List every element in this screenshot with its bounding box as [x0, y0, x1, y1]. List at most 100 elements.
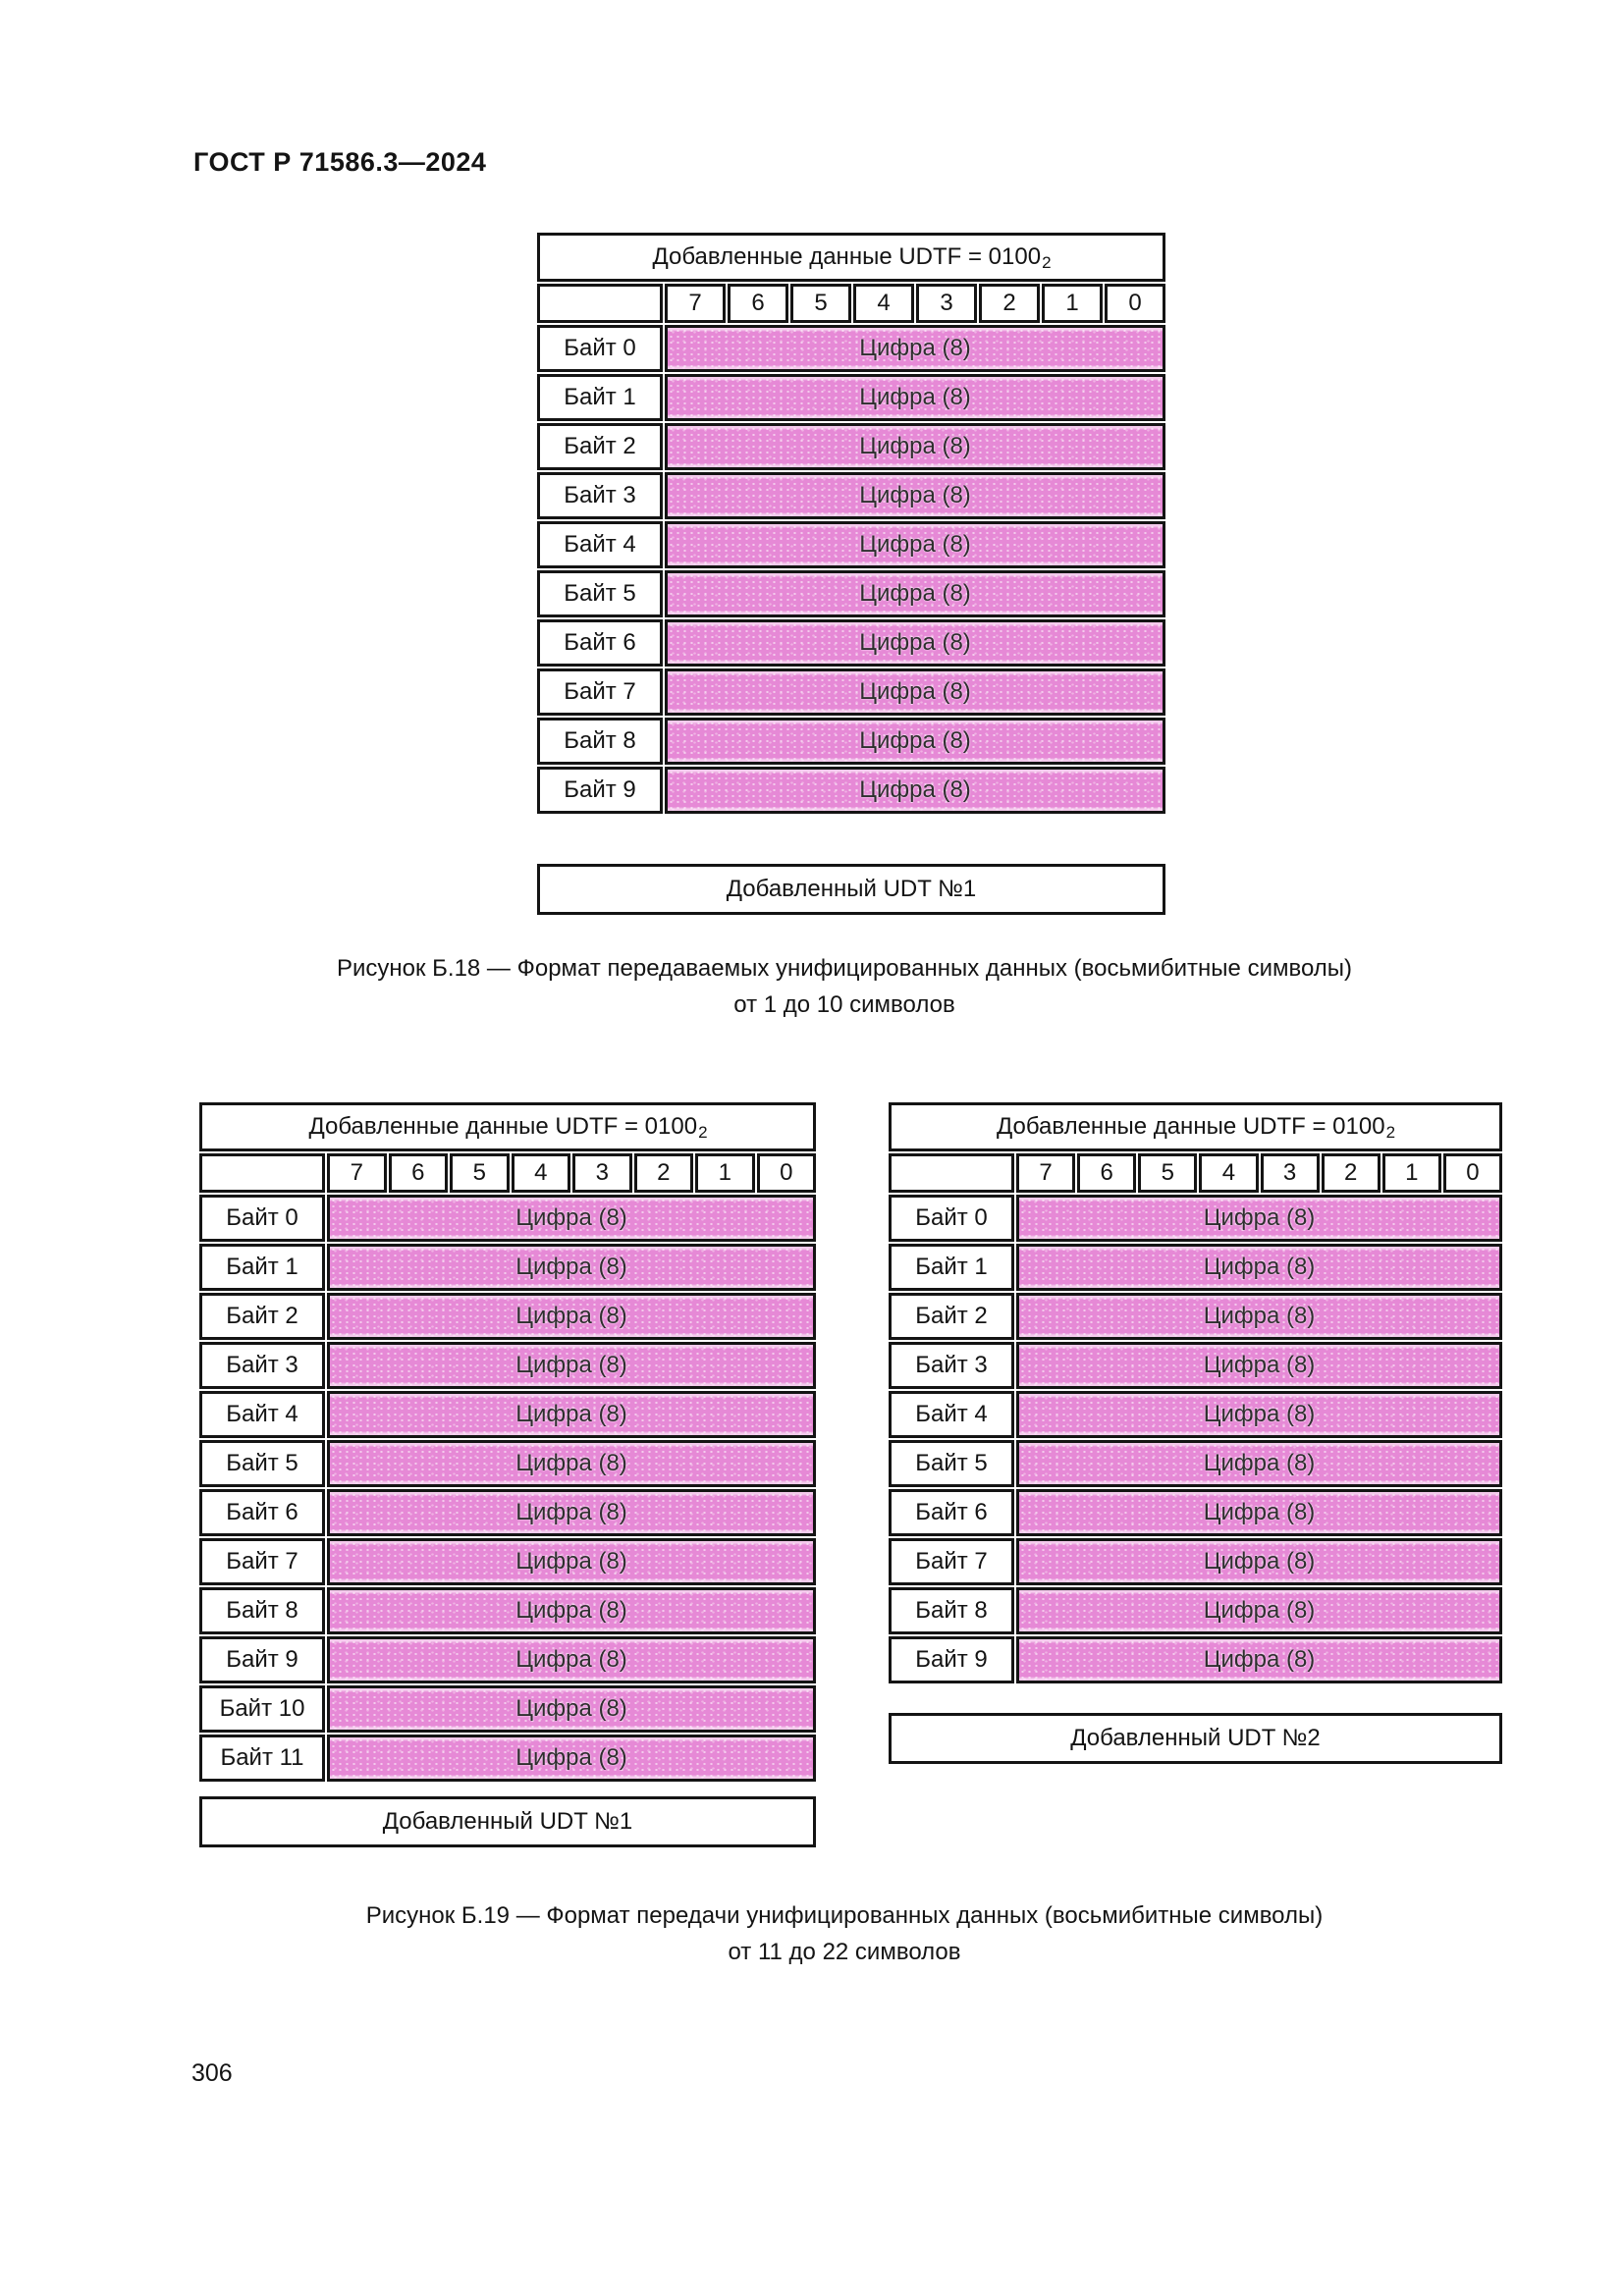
- digit-cell: Цифра (8): [327, 1636, 816, 1683]
- table-title: Добавленные данные UDTF = 0100 2: [537, 233, 1165, 282]
- document-header: ГОСТ Р 71586.3—2024: [193, 147, 487, 177]
- bit-4: 4: [511, 1153, 570, 1193]
- figure-b19-caption: Рисунок Б.19 — Формат передачи унифициро…: [65, 1897, 1624, 1970]
- bits-spacer: [889, 1153, 1014, 1193]
- bit-5: 5: [450, 1153, 510, 1193]
- byte-label: Байт 6: [889, 1489, 1014, 1536]
- byte-label: Байт 8: [537, 718, 663, 765]
- digit-cell: Цифра (8): [665, 570, 1165, 617]
- bit-header-row: 7 6 5 4 3 2 1 0: [537, 284, 1165, 323]
- byte-label: Байт 3: [537, 472, 663, 519]
- table-row: Байт 8 Цифра (8): [537, 718, 1165, 765]
- digit-cell: Цифра (8): [1016, 1489, 1502, 1536]
- byte-label: Байт 10: [199, 1685, 325, 1733]
- bit-1: 1: [1381, 1153, 1441, 1193]
- bit-6: 6: [728, 284, 788, 323]
- digit-cell: Цифра (8): [665, 423, 1165, 470]
- byte-label: Байт 9: [889, 1636, 1014, 1683]
- table-title-text: Добавленные данные UDTF = 0100: [308, 1113, 698, 1140]
- figure-b18-caption: Рисунок Б.18 — Формат передаваемых унифи…: [65, 950, 1624, 1023]
- table-row: Байт 7 Цифра (8): [537, 668, 1165, 716]
- digit-cell: Цифра (8): [665, 374, 1165, 421]
- caption-line-2: от 1 до 10 символов: [733, 991, 955, 1018]
- byte-label: Байт 3: [199, 1342, 325, 1389]
- table-title-subscript: 2: [1042, 253, 1052, 272]
- byte-label: Байт 5: [889, 1440, 1014, 1487]
- digit-cell: Цифра (8): [327, 1440, 816, 1487]
- byte-label: Байт 0: [199, 1195, 325, 1242]
- byte-label: Байт 0: [889, 1195, 1014, 1242]
- table-row: Байт 9 Цифра (8): [537, 767, 1165, 814]
- table-title: Добавленные данные UDTF = 0100 2: [889, 1102, 1502, 1151]
- bit-0: 0: [756, 1153, 816, 1193]
- bit-0: 0: [1442, 1153, 1502, 1193]
- table-row: Байт 0 Цифра (8): [537, 325, 1165, 372]
- bit-5: 5: [1138, 1153, 1198, 1193]
- digit-cell: Цифра (8): [665, 472, 1165, 519]
- table-row: Байт 1 Цифра (8): [537, 374, 1165, 421]
- digit-cell: Цифра (8): [1016, 1342, 1502, 1389]
- bit-4: 4: [853, 284, 914, 323]
- byte-label: Байт 1: [889, 1244, 1014, 1291]
- digit-cell: Цифра (8): [1016, 1636, 1502, 1683]
- digit-cell: Цифра (8): [665, 718, 1165, 765]
- table-row: Байт 4 Цифра (8): [537, 521, 1165, 568]
- udt-box-figure19-left: Добавленный UDT №1: [199, 1796, 816, 1847]
- byte-label: Байт 2: [537, 423, 663, 470]
- bit-4: 4: [1199, 1153, 1259, 1193]
- byte-label: Байт 7: [537, 668, 663, 716]
- table-row: Байт 2 Цифра (8): [537, 423, 1165, 470]
- byte-label: Байт 6: [537, 619, 663, 667]
- udt-box-figure18: Добавленный UDT №1: [537, 864, 1165, 915]
- table-row: Байт 8 Цифра (8): [199, 1587, 816, 1634]
- digit-cell: Цифра (8): [1016, 1244, 1502, 1291]
- table-row: Байт 1 Цифра (8): [199, 1244, 816, 1291]
- table-title-text: Добавленные данные UDTF = 0100: [652, 243, 1042, 270]
- bit-3: 3: [1260, 1153, 1320, 1193]
- digit-cell: Цифра (8): [327, 1391, 816, 1438]
- bit-6: 6: [388, 1153, 448, 1193]
- bit-5: 5: [790, 284, 851, 323]
- byte-label: Байт 1: [537, 374, 663, 421]
- digit-cell: Цифра (8): [327, 1685, 816, 1733]
- byte-label: Байт 4: [889, 1391, 1014, 1438]
- digit-cell: Цифра (8): [665, 325, 1165, 372]
- table-row: Байт 7 Цифра (8): [889, 1538, 1502, 1585]
- bit-7: 7: [665, 284, 726, 323]
- table-row: Байт 7 Цифра (8): [199, 1538, 816, 1585]
- figure-b18-table: Добавленные данные UDTF = 0100 2 7 6 5 4 …: [537, 233, 1165, 814]
- bit-7: 7: [1016, 1153, 1076, 1193]
- table-row: Байт 11 Цифра (8): [199, 1735, 816, 1782]
- table-row: Байт 5 Цифра (8): [537, 570, 1165, 617]
- table-row: Байт 6 Цифра (8): [199, 1489, 816, 1536]
- table-title: Добавленные данные UDTF = 0100 2: [199, 1102, 816, 1151]
- byte-label: Байт 8: [199, 1587, 325, 1634]
- byte-label: Байт 7: [199, 1538, 325, 1585]
- byte-label: Байт 0: [537, 325, 663, 372]
- table-row: Байт 5 Цифра (8): [889, 1440, 1502, 1487]
- byte-label: Байт 9: [537, 767, 663, 814]
- byte-label: Байт 3: [889, 1342, 1014, 1389]
- table-row: Байт 4 Цифра (8): [199, 1391, 816, 1438]
- table-title-text: Добавленные данные UDTF = 0100: [996, 1113, 1385, 1140]
- digit-cell: Цифра (8): [327, 1538, 816, 1585]
- digit-cell: Цифра (8): [327, 1735, 816, 1782]
- figure-b19-right-table: Добавленные данные UDTF = 0100 2 7 6 5 4 …: [889, 1102, 1502, 1683]
- table-row: Байт 2 Цифра (8): [199, 1293, 816, 1340]
- digit-cell: Цифра (8): [665, 767, 1165, 814]
- digit-cell: Цифра (8): [327, 1342, 816, 1389]
- digit-cell: Цифра (8): [1016, 1538, 1502, 1585]
- table-row: Байт 9 Цифра (8): [199, 1636, 816, 1683]
- digit-cell: Цифра (8): [1016, 1195, 1502, 1242]
- byte-label: Байт 2: [199, 1293, 325, 1340]
- bit-2: 2: [1321, 1153, 1380, 1193]
- udt-box-figure19-right: Добавленный UDT №2: [889, 1713, 1502, 1764]
- byte-label: Байт 4: [199, 1391, 325, 1438]
- table-row: Байт 6 Цифра (8): [889, 1489, 1502, 1536]
- table-row: Байт 3 Цифра (8): [537, 472, 1165, 519]
- bit-3: 3: [916, 284, 977, 323]
- digit-cell: Цифра (8): [665, 668, 1165, 716]
- bits-spacer: [199, 1153, 325, 1193]
- table-row: Байт 2 Цифра (8): [889, 1293, 1502, 1340]
- caption-line-1: Рисунок Б.18 — Формат передаваемых унифи…: [336, 955, 1353, 982]
